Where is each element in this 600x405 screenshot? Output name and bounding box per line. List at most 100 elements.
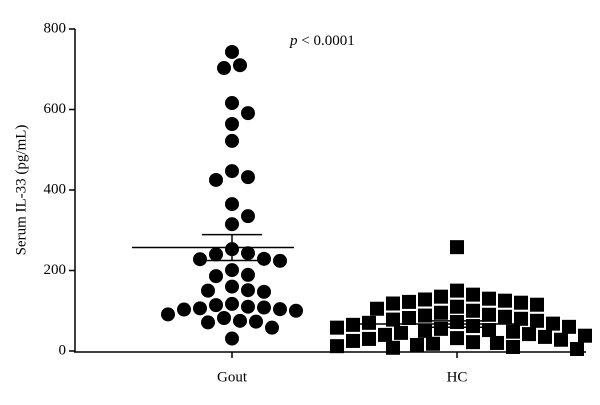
data-point	[241, 267, 255, 282]
data-point	[225, 116, 239, 131]
data-point	[193, 252, 207, 267]
data-point	[554, 332, 568, 347]
data-point	[570, 341, 584, 356]
data-point	[201, 283, 215, 298]
data-point	[386, 312, 400, 327]
data-point	[482, 291, 496, 306]
data-point	[450, 299, 464, 314]
data-point	[482, 323, 496, 338]
data-point	[466, 335, 480, 350]
data-point	[257, 251, 271, 266]
y-tick-label: 400	[44, 181, 67, 197]
data-point	[225, 279, 239, 294]
data-point	[578, 328, 592, 343]
data-point	[450, 283, 464, 298]
y-tick-label: 200	[44, 262, 67, 278]
data-point	[410, 337, 424, 352]
data-point	[225, 217, 239, 232]
data-point	[450, 240, 464, 255]
data-point	[530, 297, 544, 312]
data-point	[209, 298, 223, 313]
data-point	[193, 301, 207, 316]
data-point	[225, 197, 239, 212]
data-point	[330, 320, 344, 335]
data-point	[289, 303, 303, 318]
data-point	[249, 314, 263, 329]
data-point	[498, 309, 512, 324]
data-point	[273, 253, 287, 268]
data-point	[386, 296, 400, 311]
data-point	[225, 133, 239, 148]
x-tick-label: HC	[447, 369, 468, 385]
annotation: p < 0.0001	[289, 33, 355, 49]
data-point	[506, 324, 520, 339]
data-point	[241, 209, 255, 224]
data-point	[402, 310, 416, 325]
x-tick-label: Gout	[217, 369, 248, 385]
y-tick-label: 800	[44, 20, 67, 36]
data-point	[225, 44, 239, 59]
data-point	[402, 294, 416, 309]
data-point	[177, 302, 191, 317]
data-point	[241, 283, 255, 298]
data-point	[225, 296, 239, 311]
data-point	[522, 327, 536, 342]
data-point	[209, 269, 223, 284]
data-point	[241, 246, 255, 261]
data-point	[362, 315, 376, 330]
data-point	[538, 329, 552, 344]
data-point	[418, 323, 432, 338]
data-point	[257, 284, 271, 299]
data-point	[257, 300, 271, 315]
y-axis-label: Serum IL-33 (pg/mL)	[13, 125, 29, 256]
data-point	[233, 58, 247, 73]
annotation-text: < 0.0001	[301, 33, 354, 49]
data-point	[514, 311, 528, 326]
data-point	[506, 339, 520, 354]
data-point	[265, 320, 279, 335]
data-point	[225, 164, 239, 179]
data-point	[273, 302, 287, 317]
data-point	[241, 299, 255, 314]
data-point	[418, 308, 432, 323]
data-point	[434, 305, 448, 320]
data-point	[346, 333, 360, 348]
data-point	[450, 331, 464, 346]
data-point	[466, 319, 480, 334]
data-point	[386, 340, 400, 355]
data-point	[217, 310, 231, 325]
data-point	[530, 313, 544, 328]
data-point	[370, 301, 384, 316]
data-point	[378, 327, 392, 342]
data-point	[201, 315, 215, 330]
data-point	[514, 295, 528, 310]
data-point	[426, 336, 440, 351]
data-point	[241, 106, 255, 121]
data-point	[498, 293, 512, 308]
data-point	[225, 96, 239, 111]
data-point	[394, 325, 408, 340]
annotation-symbol: p	[289, 33, 298, 49]
data-point	[362, 331, 376, 346]
data-point	[330, 339, 344, 354]
data-point	[225, 331, 239, 346]
data-point	[225, 263, 239, 278]
error-bar	[202, 233, 262, 262]
data-point	[233, 313, 247, 328]
data-point	[241, 170, 255, 185]
data-point	[546, 316, 560, 331]
data-point	[209, 247, 223, 262]
data-point	[490, 335, 504, 350]
data-point	[418, 292, 432, 307]
data-point	[434, 321, 448, 336]
data-point	[434, 289, 448, 304]
y-tick-label: 0	[59, 342, 67, 358]
error-bar	[427, 320, 487, 329]
data-point	[217, 61, 231, 76]
data-point	[482, 307, 496, 322]
y-tick-label: 600	[44, 101, 67, 117]
data-point	[209, 172, 223, 187]
data-point	[562, 319, 576, 334]
data-point	[346, 317, 360, 332]
